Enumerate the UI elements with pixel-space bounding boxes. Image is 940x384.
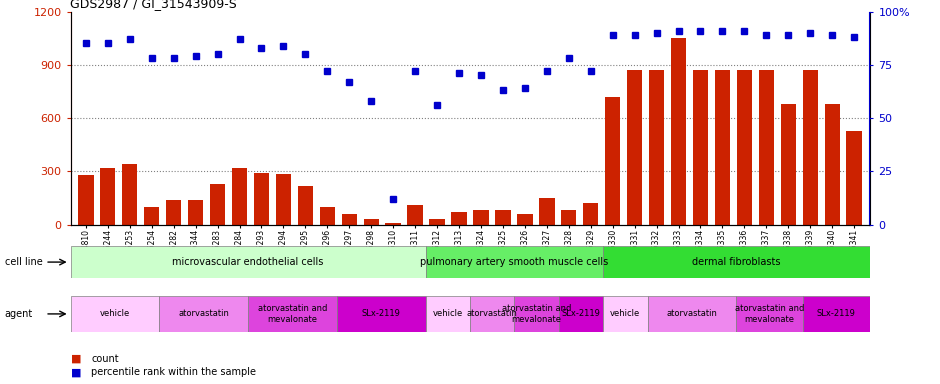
- Text: ■: ■: [70, 354, 81, 364]
- Text: SLx-2119: SLx-2119: [817, 310, 855, 318]
- Bar: [824, 104, 839, 225]
- Bar: [298, 185, 313, 225]
- Bar: [605, 97, 620, 225]
- FancyBboxPatch shape: [159, 296, 248, 332]
- Text: vehicle: vehicle: [432, 310, 462, 318]
- Text: pulmonary artery smooth muscle cells: pulmonary artery smooth muscle cells: [420, 257, 608, 267]
- Bar: [188, 200, 203, 225]
- Text: atorvastatin: atorvastatin: [666, 310, 717, 318]
- Text: atorvastatin and
mevalonate: atorvastatin and mevalonate: [258, 304, 327, 324]
- Text: SLx-2119: SLx-2119: [362, 310, 400, 318]
- FancyBboxPatch shape: [603, 246, 870, 278]
- Bar: [341, 214, 357, 225]
- FancyBboxPatch shape: [514, 296, 558, 332]
- Bar: [210, 184, 226, 225]
- FancyBboxPatch shape: [803, 296, 870, 332]
- Bar: [407, 205, 423, 225]
- Text: cell line: cell line: [5, 257, 42, 267]
- Text: percentile rank within the sample: percentile rank within the sample: [91, 367, 257, 377]
- Text: atorvastatin and
mevalonate: atorvastatin and mevalonate: [735, 304, 805, 324]
- Bar: [232, 168, 247, 225]
- Bar: [166, 200, 181, 225]
- Text: atorvastatin: atorvastatin: [467, 310, 518, 318]
- Text: SLx-2119: SLx-2119: [561, 310, 601, 318]
- FancyBboxPatch shape: [70, 246, 426, 278]
- Bar: [714, 70, 730, 225]
- Bar: [254, 173, 269, 225]
- Bar: [693, 70, 708, 225]
- Bar: [430, 219, 445, 225]
- FancyBboxPatch shape: [736, 296, 803, 332]
- Bar: [540, 198, 555, 225]
- Bar: [803, 70, 818, 225]
- Bar: [780, 104, 796, 225]
- Bar: [583, 204, 599, 225]
- Text: agent: agent: [5, 309, 33, 319]
- Text: vehicle: vehicle: [100, 310, 130, 318]
- Bar: [517, 214, 533, 225]
- Bar: [78, 175, 94, 225]
- FancyBboxPatch shape: [426, 246, 603, 278]
- Text: ■: ■: [70, 367, 81, 377]
- FancyBboxPatch shape: [470, 296, 514, 332]
- Text: vehicle: vehicle: [610, 310, 640, 318]
- Bar: [101, 168, 116, 225]
- Bar: [275, 174, 291, 225]
- Text: microvascular endothelial cells: microvascular endothelial cells: [172, 257, 323, 267]
- Text: atorvastatin and
mevalonate: atorvastatin and mevalonate: [502, 304, 572, 324]
- Bar: [451, 212, 466, 225]
- FancyBboxPatch shape: [337, 296, 426, 332]
- FancyBboxPatch shape: [248, 296, 337, 332]
- Text: dermal fibroblasts: dermal fibroblasts: [692, 257, 780, 267]
- FancyBboxPatch shape: [603, 296, 648, 332]
- Bar: [474, 210, 489, 225]
- Text: atorvastatin: atorvastatin: [179, 310, 229, 318]
- Bar: [671, 38, 686, 225]
- Bar: [495, 210, 510, 225]
- Text: count: count: [91, 354, 118, 364]
- FancyBboxPatch shape: [648, 296, 736, 332]
- Bar: [627, 70, 642, 225]
- Bar: [846, 131, 862, 225]
- Bar: [561, 210, 576, 225]
- Bar: [320, 207, 335, 225]
- Bar: [737, 70, 752, 225]
- Bar: [122, 164, 137, 225]
- FancyBboxPatch shape: [558, 296, 603, 332]
- Bar: [649, 70, 665, 225]
- Text: GDS2987 / GI_31543909-S: GDS2987 / GI_31543909-S: [70, 0, 237, 10]
- Bar: [364, 219, 379, 225]
- Bar: [144, 207, 160, 225]
- FancyBboxPatch shape: [426, 296, 470, 332]
- FancyBboxPatch shape: [70, 296, 159, 332]
- Bar: [385, 223, 400, 225]
- Bar: [759, 70, 774, 225]
